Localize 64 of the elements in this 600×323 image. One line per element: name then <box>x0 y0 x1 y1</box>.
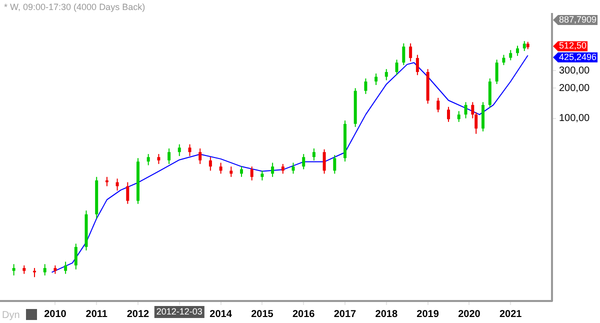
candlestick <box>322 148 326 174</box>
candlestick <box>482 102 484 132</box>
candlestick <box>74 243 78 270</box>
x-tick-label: 2016 <box>292 308 316 320</box>
text: 512,50 <box>559 40 587 51</box>
candlestick <box>364 78 368 94</box>
x-tick-label: 2014 <box>210 308 232 320</box>
x-tick-label: 2018 <box>375 308 398 320</box>
y-tick-label: 300,00 <box>559 65 590 76</box>
candlestick <box>271 162 274 178</box>
candlestick <box>250 166 254 181</box>
candlestick <box>502 54 506 66</box>
x-tick-label: 2019 <box>416 308 440 320</box>
candlestick <box>457 110 460 122</box>
x-tick-label: 2021 <box>499 308 522 320</box>
candlestick <box>409 42 412 62</box>
candlestick <box>208 156 212 172</box>
text: 887,7909 <box>559 14 597 24</box>
text: 425,2496 <box>559 52 597 62</box>
candlestick <box>43 264 46 276</box>
candlestick <box>12 264 16 276</box>
candlestick <box>33 268 36 278</box>
candlestick <box>198 148 202 164</box>
candlestick <box>464 102 468 119</box>
candlestick <box>516 45 519 56</box>
candlestick <box>168 148 171 164</box>
x-tick-label: 2012 <box>126 308 150 320</box>
candlestick <box>178 144 181 157</box>
candlestick <box>488 78 492 108</box>
candlestick <box>384 68 388 81</box>
candlestick <box>157 154 160 164</box>
candlestick <box>374 73 378 86</box>
candlestick <box>402 42 406 66</box>
candlestick <box>240 166 243 178</box>
candlestick <box>509 50 512 61</box>
candlestick <box>495 59 498 85</box>
candlestick <box>302 154 306 170</box>
chart-title: * W, 09:00-17:30 (4000 Days Back) <box>4 2 146 12</box>
candlestick <box>126 182 130 204</box>
candlestick <box>64 261 68 274</box>
x-tick-label: 2011 <box>86 308 108 320</box>
x-tick-label: 2015 <box>251 308 274 320</box>
candlestick <box>281 163 284 174</box>
candlestick <box>260 170 264 181</box>
candlestick <box>292 162 295 174</box>
candlestick <box>333 154 336 174</box>
candlestick <box>146 154 150 166</box>
x-tick-label: 2017 <box>334 308 357 320</box>
text: Dyn <box>2 310 20 321</box>
candlestick <box>436 97 440 113</box>
candlestick <box>230 166 233 178</box>
candlestick <box>416 54 419 76</box>
y-tick-label: 100,00 <box>559 113 590 124</box>
candlestick <box>188 144 192 157</box>
candlestick <box>312 148 316 161</box>
candlestick <box>219 162 222 174</box>
candlestick <box>522 40 526 52</box>
x-tick-label: 2010 <box>44 308 67 320</box>
candlestick <box>116 178 119 192</box>
y-tick-label: 200,00 <box>559 82 590 94</box>
x-tick-label: 2020 <box>458 308 481 320</box>
text: 2012-12-03 <box>156 306 202 316</box>
candlestick <box>447 106 450 122</box>
candlestick <box>395 59 398 76</box>
